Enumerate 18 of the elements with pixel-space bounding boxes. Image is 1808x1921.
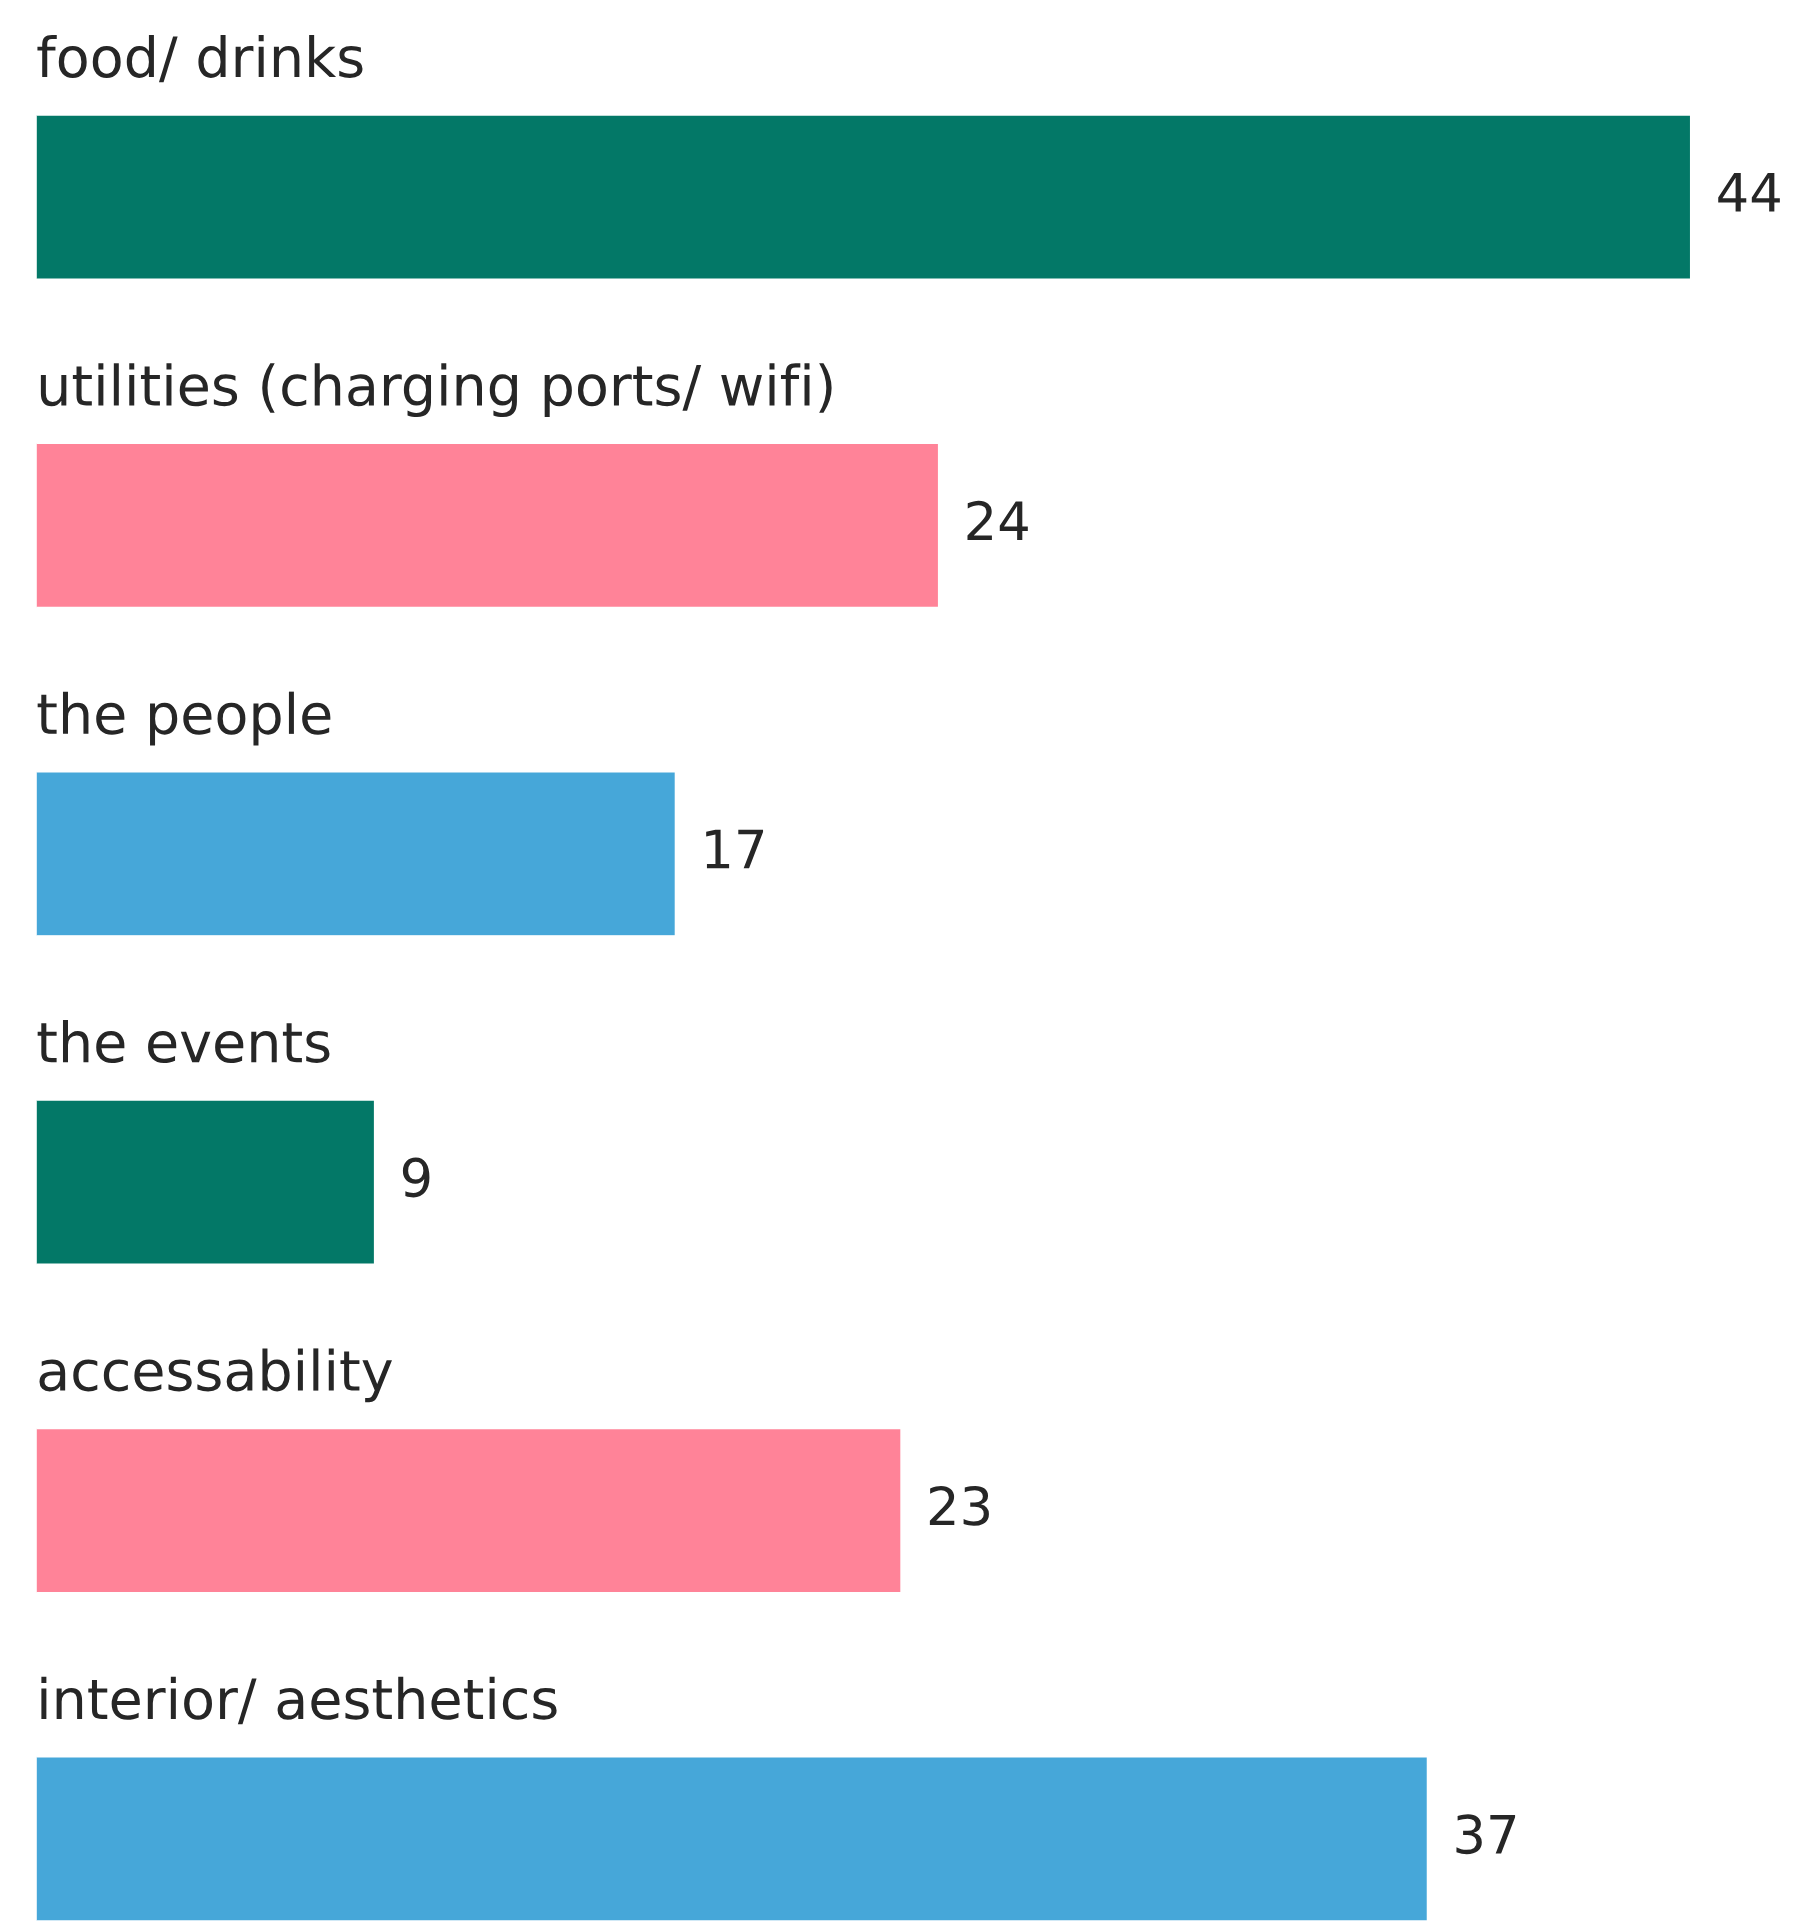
y-tick-label: food/ drinks [37, 34, 363, 83]
y-tick-label: utilities (charging ports/ wifi) [40, 363, 832, 418]
data-label: 17 [706, 829, 764, 869]
y-tick-label: the events [37, 1020, 330, 1064]
data-label: 9 [402, 1157, 430, 1198]
y-tick-label: accessability [39, 1348, 392, 1403]
y-tick-label: interior/ aesthetics [41, 1676, 557, 1725]
bar [36, 442, 940, 609]
bar [36, 114, 1692, 280]
bar [36, 1756, 1429, 1921]
bar [36, 1427, 902, 1594]
bar [36, 770, 677, 937]
y-tick-label: the people [37, 691, 331, 746]
data-label: 24 [967, 500, 1028, 540]
data-label: 23 [929, 1485, 989, 1526]
data-label: 44 [1718, 173, 1780, 212]
bar [36, 1099, 376, 1265]
data-label: 37 [1456, 1814, 1516, 1855]
